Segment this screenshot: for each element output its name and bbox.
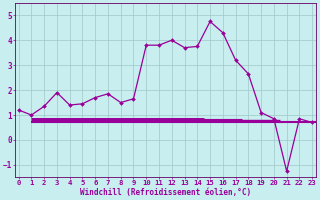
X-axis label: Windchill (Refroidissement éolien,°C): Windchill (Refroidissement éolien,°C) bbox=[80, 188, 251, 197]
